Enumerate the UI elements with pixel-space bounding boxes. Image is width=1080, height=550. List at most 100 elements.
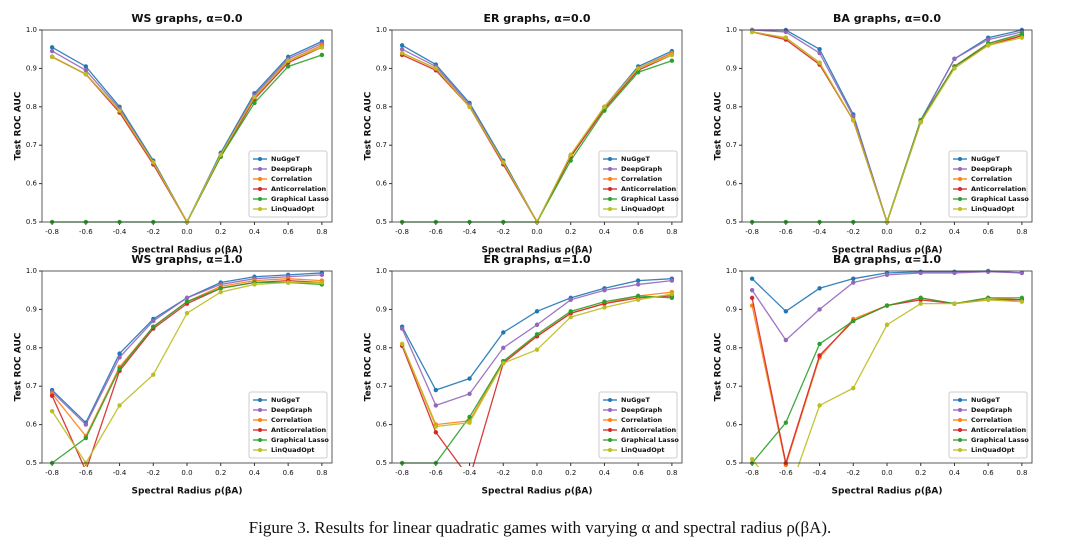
legend-label: Correlation	[971, 416, 1012, 424]
x-tick-label: 0.6	[983, 469, 995, 477]
data-point	[83, 68, 89, 73]
legend-label: Correlation	[621, 416, 662, 424]
y-tick-label: 0.7	[726, 141, 737, 149]
y-axis-label: Test ROC AUC	[14, 332, 24, 401]
legend-marker	[608, 428, 612, 432]
data-point	[817, 50, 822, 56]
data-point	[884, 322, 890, 327]
legend-label: DeepGraph	[621, 406, 662, 414]
data-point	[884, 303, 890, 308]
x-tick-label: -0.8	[45, 228, 59, 236]
legend-marker	[958, 398, 962, 402]
x-axis-label: Spectral Radius ρ(βA)	[132, 487, 243, 497]
legend-box	[248, 391, 328, 459]
legend-box	[598, 150, 678, 218]
x-tick-label: -0.6	[779, 469, 793, 477]
data-point	[669, 278, 675, 283]
axes-frame	[391, 29, 683, 223]
y-tick-label: 0.8	[26, 103, 37, 111]
legend-label: NuGgeT	[621, 396, 650, 404]
data-point	[635, 66, 641, 71]
data-point	[433, 430, 439, 435]
x-tick-label: -0.8	[745, 228, 759, 236]
data-point	[501, 345, 506, 350]
data-point	[851, 385, 856, 391]
data-point	[568, 158, 573, 163]
y-tick-label: 1.0	[26, 267, 37, 275]
axes-frame	[41, 29, 333, 223]
legend-label: Graphical Lasso	[621, 436, 679, 444]
y-tick-label: 0.9	[376, 64, 387, 72]
data-point	[1019, 270, 1025, 276]
data-point	[918, 301, 923, 306]
data-point	[952, 56, 957, 61]
legend-label: NuGgeT	[971, 396, 1000, 404]
y-tick-label: 0.9	[376, 305, 387, 313]
legend-marker	[608, 408, 612, 412]
data-point	[184, 295, 190, 301]
legend: NuGgeT DeepGraph Correlation Anticorrelatio…	[598, 150, 679, 218]
y-tick-label: 0.8	[726, 344, 737, 352]
data-point	[433, 424, 439, 429]
data-point	[952, 66, 957, 71]
data-point	[319, 280, 325, 285]
x-tick-label: 0.6	[283, 228, 295, 236]
data-point	[635, 293, 641, 299]
legend-label: DeepGraph	[271, 406, 312, 414]
legend-label: Correlation	[621, 175, 662, 183]
data-point	[749, 288, 755, 293]
data-point	[783, 337, 789, 343]
legend-marker	[958, 448, 962, 452]
data-point	[851, 280, 856, 285]
x-tick-label: -0.2	[496, 469, 510, 477]
legend-marker	[608, 418, 612, 422]
data-point	[218, 152, 223, 157]
data-point	[568, 309, 573, 314]
x-tick-label: -0.6	[79, 228, 93, 236]
y-tick-label: 0.9	[26, 305, 37, 313]
legend-marker	[608, 448, 612, 452]
data-point	[49, 54, 55, 60]
legend-label: Anticorrelation	[271, 185, 327, 193]
legend-marker	[608, 167, 612, 171]
legend-label: LinQuadOpt	[971, 205, 1014, 213]
y-tick-label: 0.8	[26, 344, 37, 352]
data-point	[399, 341, 405, 347]
data-point	[749, 276, 755, 281]
subplot: BA graphs, α=1.0 Spectral Radius ρ(βA) Tes…	[714, 253, 1033, 497]
y-tick-label: 0.7	[376, 382, 387, 390]
x-tick-label: 0.4	[599, 228, 611, 236]
data-point	[985, 37, 991, 42]
x-tick-label: 0.2	[215, 469, 226, 477]
data-point	[319, 272, 325, 278]
data-point	[49, 408, 55, 414]
legend-label: Graphical Lasso	[971, 436, 1029, 444]
subplot: WS graphs, α=0.0 Spectral Radius ρ(βA) Tes…	[14, 12, 333, 256]
data-point	[1019, 31, 1025, 37]
data-point	[83, 435, 89, 441]
x-tick-label: 0.8	[666, 469, 677, 477]
data-point	[602, 305, 607, 310]
legend-label: Graphical Lasso	[971, 195, 1029, 203]
x-tick-label: -0.8	[395, 228, 409, 236]
x-tick-label: -0.2	[496, 228, 510, 236]
x-tick-label: 0.0	[881, 228, 892, 236]
subplot: BA graphs, α=0.0 Spectral Radius ρ(βA) Tes…	[714, 12, 1033, 256]
data-point	[851, 118, 856, 123]
data-point	[817, 47, 822, 52]
legend-marker	[958, 438, 962, 442]
data-point	[669, 58, 675, 63]
legend-label: NuGgeT	[271, 155, 300, 163]
y-tick-label: 1.0	[726, 26, 737, 34]
y-tick-label: 0.7	[26, 141, 37, 149]
data-point	[851, 318, 856, 324]
legend-marker	[958, 157, 962, 161]
data-point	[433, 66, 439, 71]
legend-marker	[958, 428, 962, 432]
legend-marker	[608, 157, 612, 161]
data-point	[399, 326, 405, 331]
data-point	[117, 366, 122, 372]
data-point	[635, 282, 641, 287]
data-point	[399, 50, 405, 56]
y-tick-label: 0.7	[26, 382, 37, 390]
